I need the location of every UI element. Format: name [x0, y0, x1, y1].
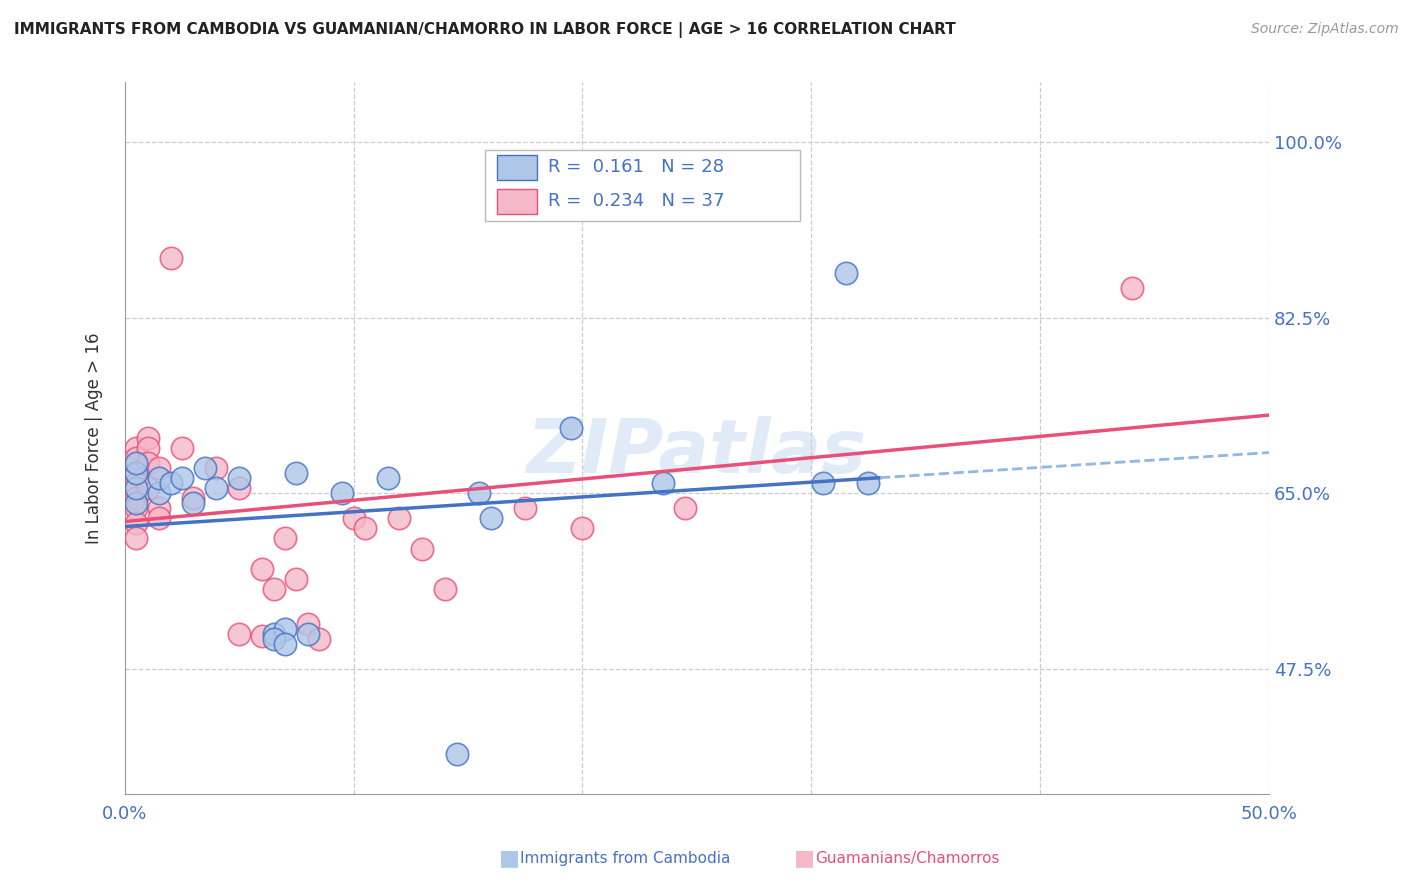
Text: Guamanians/Chamorros: Guamanians/Chamorros	[815, 851, 1000, 865]
Point	[285, 572, 308, 586]
Point	[675, 501, 697, 516]
Point	[125, 467, 148, 481]
Point	[263, 627, 285, 641]
Point	[228, 627, 250, 641]
FancyBboxPatch shape	[485, 150, 800, 221]
Point	[263, 632, 285, 646]
Bar	[496, 154, 537, 179]
Point	[479, 511, 502, 525]
Point	[148, 461, 170, 475]
Point	[228, 471, 250, 485]
Point	[183, 496, 205, 510]
Text: R =  0.234   N = 37: R = 0.234 N = 37	[548, 192, 724, 210]
Point	[205, 481, 228, 495]
Point	[125, 451, 148, 466]
Point	[148, 471, 170, 485]
Text: Immigrants from Cambodia: Immigrants from Cambodia	[520, 851, 731, 865]
Point	[834, 266, 856, 280]
Point	[125, 491, 148, 506]
Point	[434, 582, 457, 596]
Point	[858, 476, 880, 491]
Point	[136, 441, 159, 455]
Point	[125, 481, 148, 495]
Point	[571, 521, 593, 535]
Point	[297, 627, 319, 641]
Point	[183, 491, 205, 506]
Point	[468, 486, 491, 500]
Point	[377, 471, 399, 485]
Point	[263, 582, 285, 596]
Point	[136, 456, 159, 470]
Point	[354, 521, 377, 535]
Point	[343, 511, 366, 525]
Point	[125, 532, 148, 546]
Point	[125, 467, 148, 481]
Point	[136, 431, 159, 445]
Point	[170, 441, 193, 455]
Point	[159, 476, 181, 491]
Text: IMMIGRANTS FROM CAMBODIA VS GUAMANIAN/CHAMORRO IN LABOR FORCE | AGE > 16 CORRELA: IMMIGRANTS FROM CAMBODIA VS GUAMANIAN/CH…	[14, 22, 956, 38]
Y-axis label: In Labor Force | Age > 16: In Labor Force | Age > 16	[86, 333, 103, 544]
Point	[330, 486, 353, 500]
Point	[136, 481, 159, 495]
Point	[125, 496, 148, 510]
Point	[194, 461, 217, 475]
Point	[274, 637, 297, 651]
Point	[148, 501, 170, 516]
Point	[274, 532, 297, 546]
Point	[228, 481, 250, 495]
Point	[250, 561, 273, 575]
Point	[1121, 280, 1143, 294]
Point	[515, 501, 537, 516]
Text: ■: ■	[499, 848, 520, 868]
Point	[159, 251, 181, 265]
Point	[125, 441, 148, 455]
Point	[446, 747, 468, 762]
Point	[125, 516, 148, 531]
Point	[560, 421, 582, 435]
Text: R =  0.161   N = 28: R = 0.161 N = 28	[548, 158, 724, 176]
Point	[285, 467, 308, 481]
Point	[125, 456, 148, 470]
Point	[388, 511, 411, 525]
Point	[125, 476, 148, 491]
Point	[651, 476, 673, 491]
Text: ZIPatlas: ZIPatlas	[527, 416, 868, 489]
Point	[148, 511, 170, 525]
Point	[411, 541, 433, 556]
Text: 0.0%: 0.0%	[103, 805, 148, 823]
Point	[148, 486, 170, 500]
Point	[297, 616, 319, 631]
Point	[250, 629, 273, 643]
Point	[170, 471, 193, 485]
Text: ■: ■	[794, 848, 815, 868]
Point	[811, 476, 834, 491]
Text: Source: ZipAtlas.com: Source: ZipAtlas.com	[1251, 22, 1399, 37]
Point	[274, 622, 297, 636]
Point	[308, 632, 330, 646]
Point	[125, 501, 148, 516]
Bar	[496, 189, 537, 214]
Point	[205, 461, 228, 475]
Text: 50.0%: 50.0%	[1240, 805, 1298, 823]
